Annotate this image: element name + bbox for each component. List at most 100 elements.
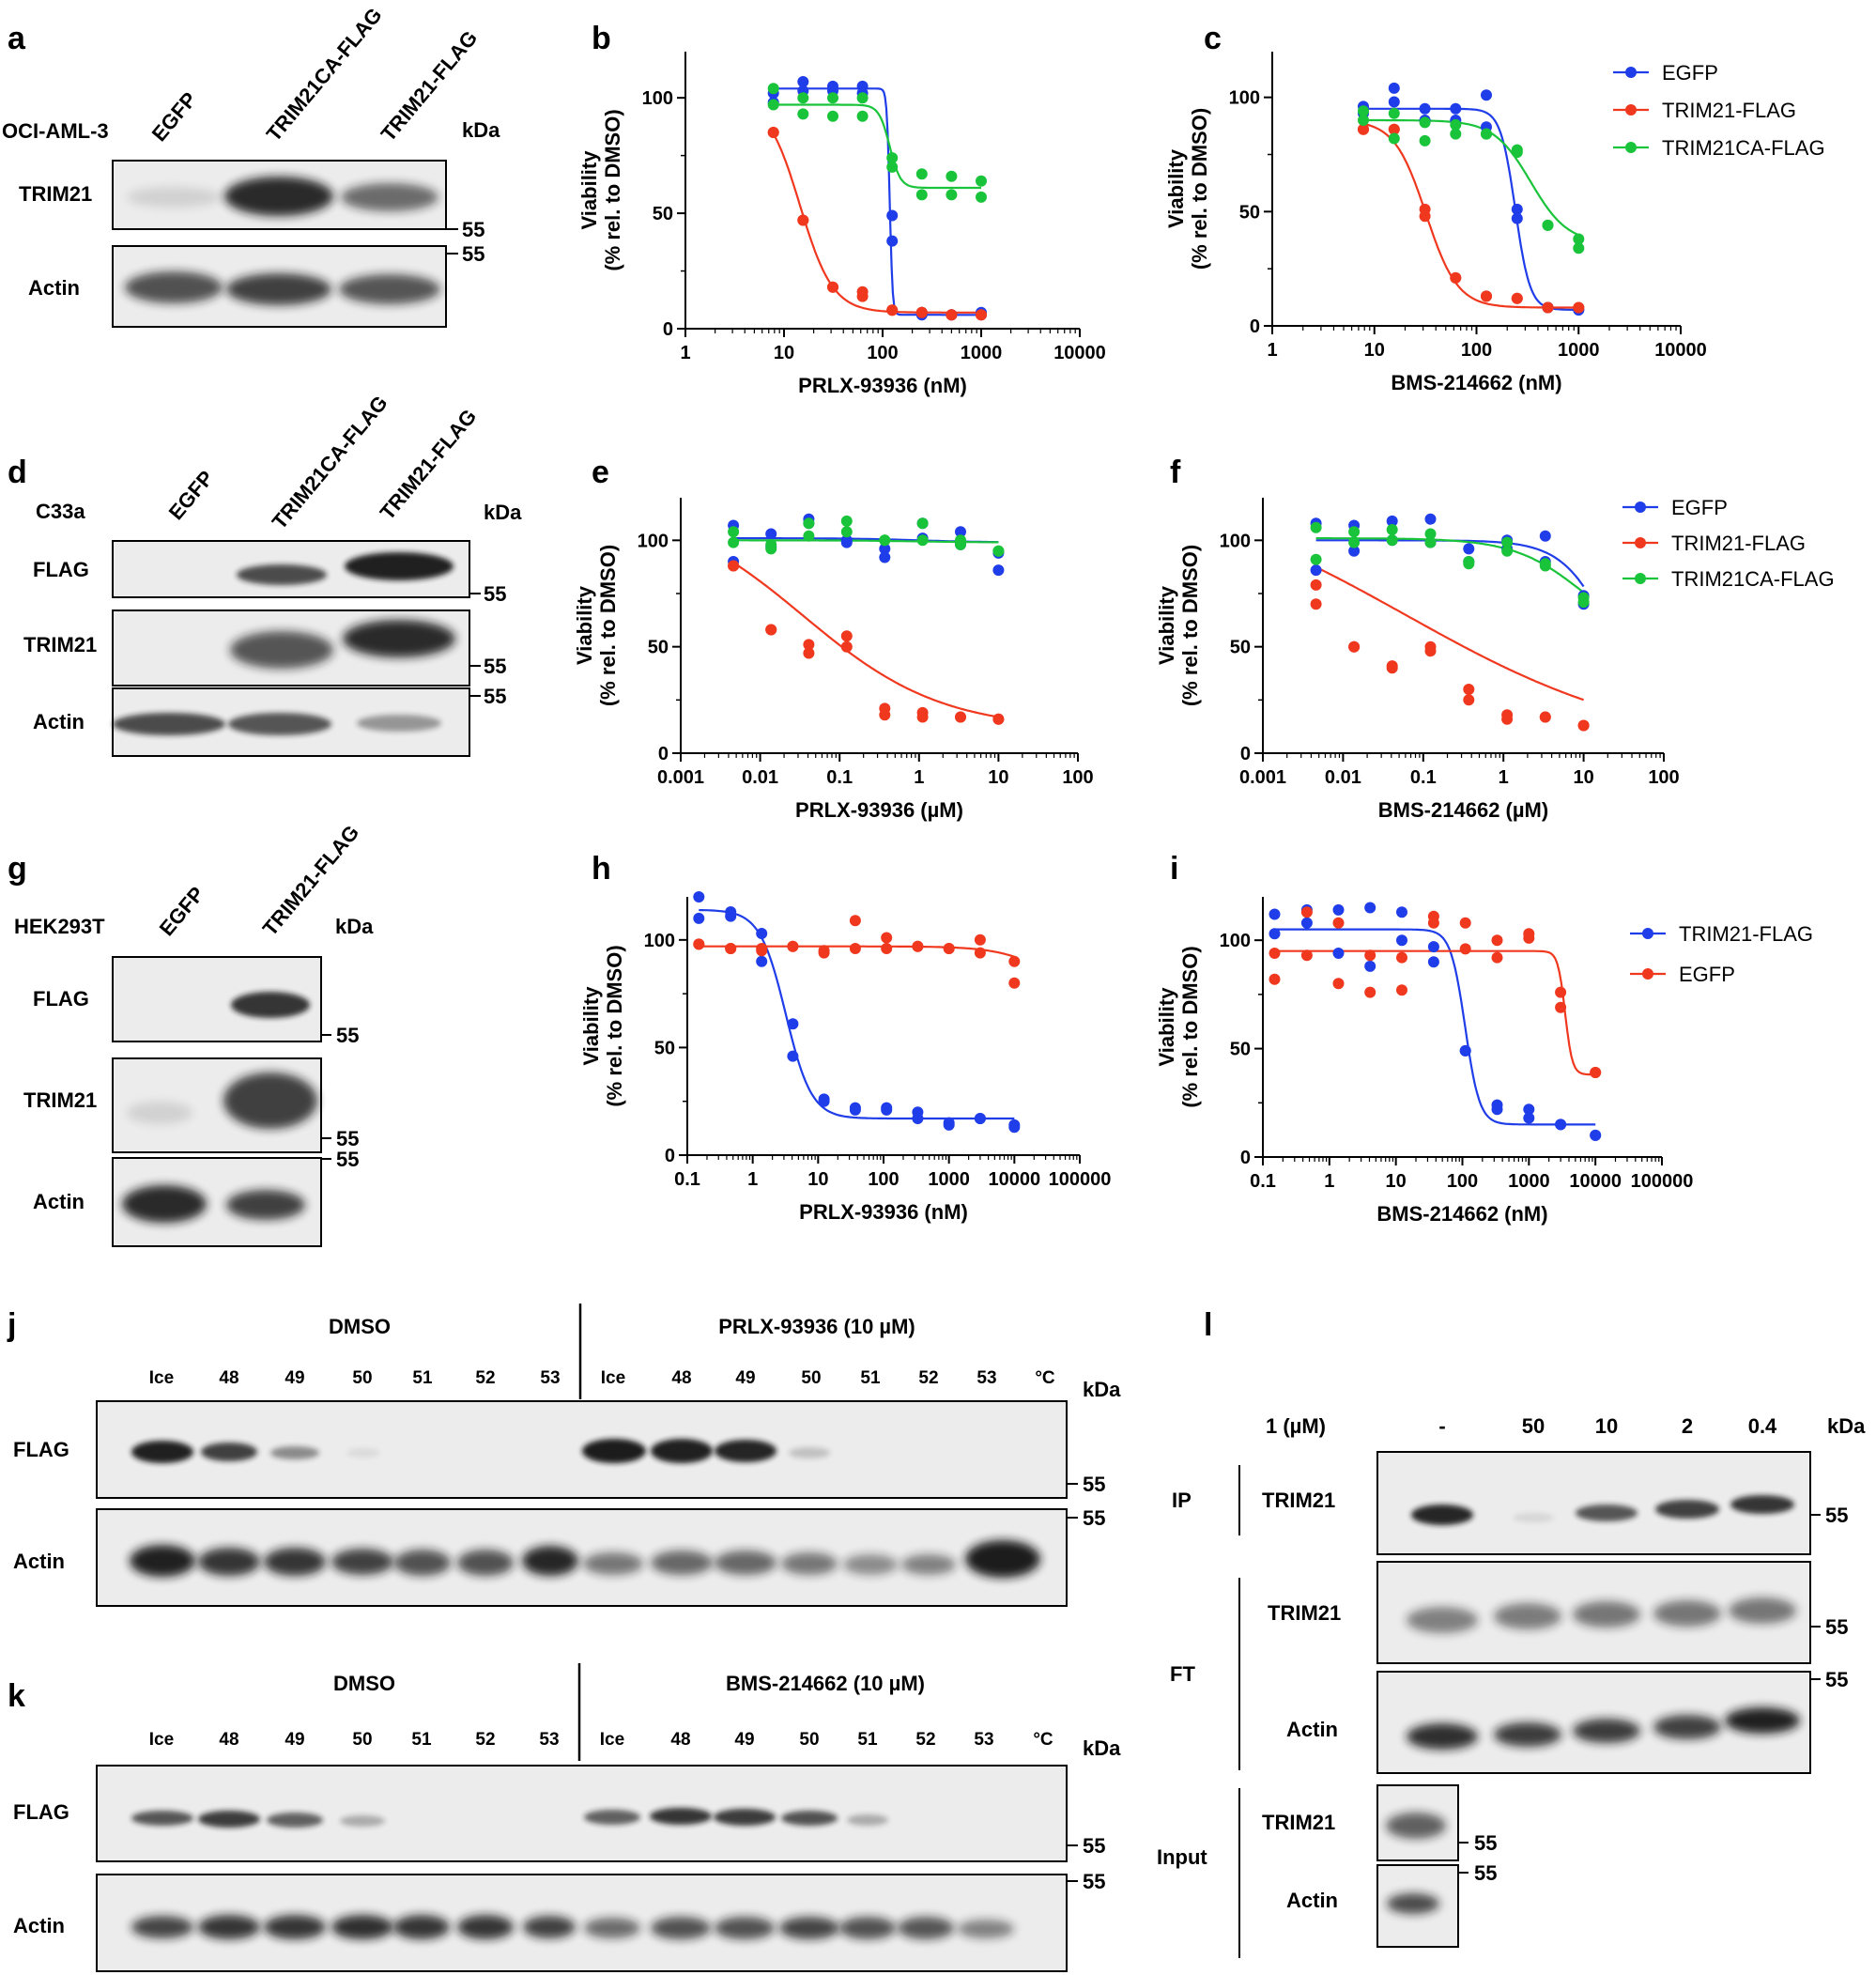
kda-label: kDa [1827, 1414, 1866, 1438]
y-axis-label: Viability [1155, 585, 1178, 665]
data-point-trim21ca-flag [879, 534, 891, 547]
data-point-trim21-flag [1358, 123, 1369, 135]
data-point-egfp [881, 932, 893, 944]
band [394, 1550, 451, 1576]
unit-label: °C [1033, 1730, 1053, 1750]
blot-label: Actin [33, 1190, 85, 1213]
band [231, 992, 310, 1018]
fit-curve-egfp [773, 87, 981, 316]
band [839, 1917, 896, 1939]
band [715, 1917, 775, 1939]
group-label: PRLX-93936 (10 µM) [718, 1315, 915, 1338]
data-point-trim21-flag [1555, 1119, 1567, 1131]
data-point-trim21-flag [879, 709, 891, 721]
data-point-trim21-flag [856, 290, 869, 302]
data-point-egfp [818, 947, 830, 959]
panel-f-chart: f 0 50 100 0.001 0.01 0.1 1 10 100 BMS-214662 (µM… [1155, 455, 1680, 822]
data-point-trim21ca-flag [1358, 115, 1369, 126]
band [357, 715, 441, 732]
band [715, 1440, 777, 1462]
x-tick-label: 0.1 [826, 767, 853, 788]
data-point-trim21-flag [992, 713, 1005, 725]
data-point-egfp [1364, 986, 1376, 998]
panel-j-blot: j DMSO PRLX-93936 (10 µM) Ice 48 49 50 5… [7, 1304, 1121, 1607]
dose-label: - [1438, 1414, 1445, 1438]
panel-h-chart: h 0 50 100 0.1 1 10 100 1000 10000 100000 PRLX-939… [579, 851, 1111, 1224]
x-axis-label: PRLX-93936 (nM) [798, 374, 967, 397]
y-tick-label: 0 [665, 1146, 675, 1166]
band [201, 1443, 257, 1461]
temp-label: 48 [219, 1368, 238, 1388]
y-axis-label: (% rel. to DMSO) [601, 109, 624, 270]
band [1407, 1607, 1478, 1633]
marker-label: 55 [1825, 1668, 1848, 1691]
band [958, 1920, 1014, 1938]
data-point-trim21ca-flag [827, 92, 838, 104]
data-point-trim21-flag [1427, 941, 1439, 953]
data-point-trim21ca-flag [916, 534, 929, 547]
legend-marker [1625, 142, 1637, 153]
temp-label: 48 [671, 1368, 691, 1388]
legend-label: EGFP [1671, 496, 1728, 519]
data-point-trim21-flag [1491, 1103, 1503, 1116]
temp-label: 51 [412, 1368, 433, 1388]
band [1653, 1600, 1721, 1627]
data-point-trim21-flag [974, 1113, 986, 1124]
data-point-trim21ca-flag [827, 110, 838, 122]
data-point-trim21-flag [943, 1119, 955, 1131]
legend-label: TRIM21CA-FLAG [1662, 136, 1825, 160]
cell-line-label: HEK293T [14, 915, 105, 938]
x-tick-label: 1 [1324, 1171, 1334, 1192]
blot-label: TRIM21 [1268, 1601, 1341, 1625]
data-point-trim21ca-flag [1424, 528, 1437, 540]
data-point-trim21-flag [797, 214, 809, 226]
x-tick-label: 1 [1267, 340, 1277, 361]
group-label: BMS-214662 (10 µM) [726, 1672, 925, 1695]
lane-label: TRIM21CA-FLAG [268, 391, 392, 533]
band [1725, 1707, 1800, 1734]
panel-letter-c: c [1204, 21, 1222, 56]
marker-label: 55 [462, 242, 484, 266]
data-point-trim21ca-flag [728, 526, 740, 538]
data-point-trim21-flag [1364, 902, 1376, 914]
data-point-trim21-flag [1523, 1112, 1535, 1124]
x-tick-label: 0.01 [742, 767, 778, 788]
section-label: FT [1170, 1662, 1195, 1686]
panel-letter-j: j [7, 1307, 16, 1343]
data-point-egfp [1364, 949, 1376, 962]
data-point-egfp [1310, 564, 1322, 577]
data-point-egfp [955, 526, 966, 538]
marker-label: 55 [484, 655, 506, 678]
kda-label: kDa [1083, 1378, 1121, 1401]
data-point-egfp [1269, 948, 1281, 959]
y-axis-label: Viability [573, 585, 596, 665]
x-axis-label: BMS-214662 (nM) [1391, 371, 1561, 394]
temp-label: Ice [149, 1730, 174, 1750]
band [1653, 1715, 1721, 1739]
x-tick-label: 10 [774, 343, 794, 363]
data-point-trim21-flag [1450, 271, 1462, 284]
band [650, 1808, 712, 1825]
dose-label: 2 [1682, 1414, 1693, 1438]
y-axis-label: Viability [1155, 987, 1178, 1067]
data-point-trim21ca-flag [946, 189, 958, 201]
legend-bc: EGFP TRIM21-FLAG TRIM21CA-FLAG [1613, 61, 1825, 160]
x-tick-label: 100 [1062, 767, 1093, 788]
blot-label: Actin [28, 276, 80, 300]
y-tick-label: 100 [1220, 931, 1251, 951]
band [583, 1552, 643, 1575]
band [1576, 1504, 1638, 1521]
group-label: DMSO [333, 1672, 395, 1695]
band [847, 1814, 888, 1826]
data-point-trim21ca-flag [976, 175, 987, 187]
x-tick-label: 100 [1648, 767, 1679, 788]
blot-membrane [96, 1400, 1068, 1499]
legend-label: TRIM21CA-FLAG [1671, 567, 1835, 591]
legend-label: EGFP [1662, 61, 1718, 85]
data-point-trim21-flag [849, 1103, 861, 1116]
data-point-trim21-flag [916, 711, 929, 723]
band [264, 1915, 326, 1939]
data-point-trim21-flag [787, 1050, 799, 1062]
data-point-trim21-flag [881, 1103, 893, 1116]
x-tick-label: 1 [1499, 767, 1509, 788]
